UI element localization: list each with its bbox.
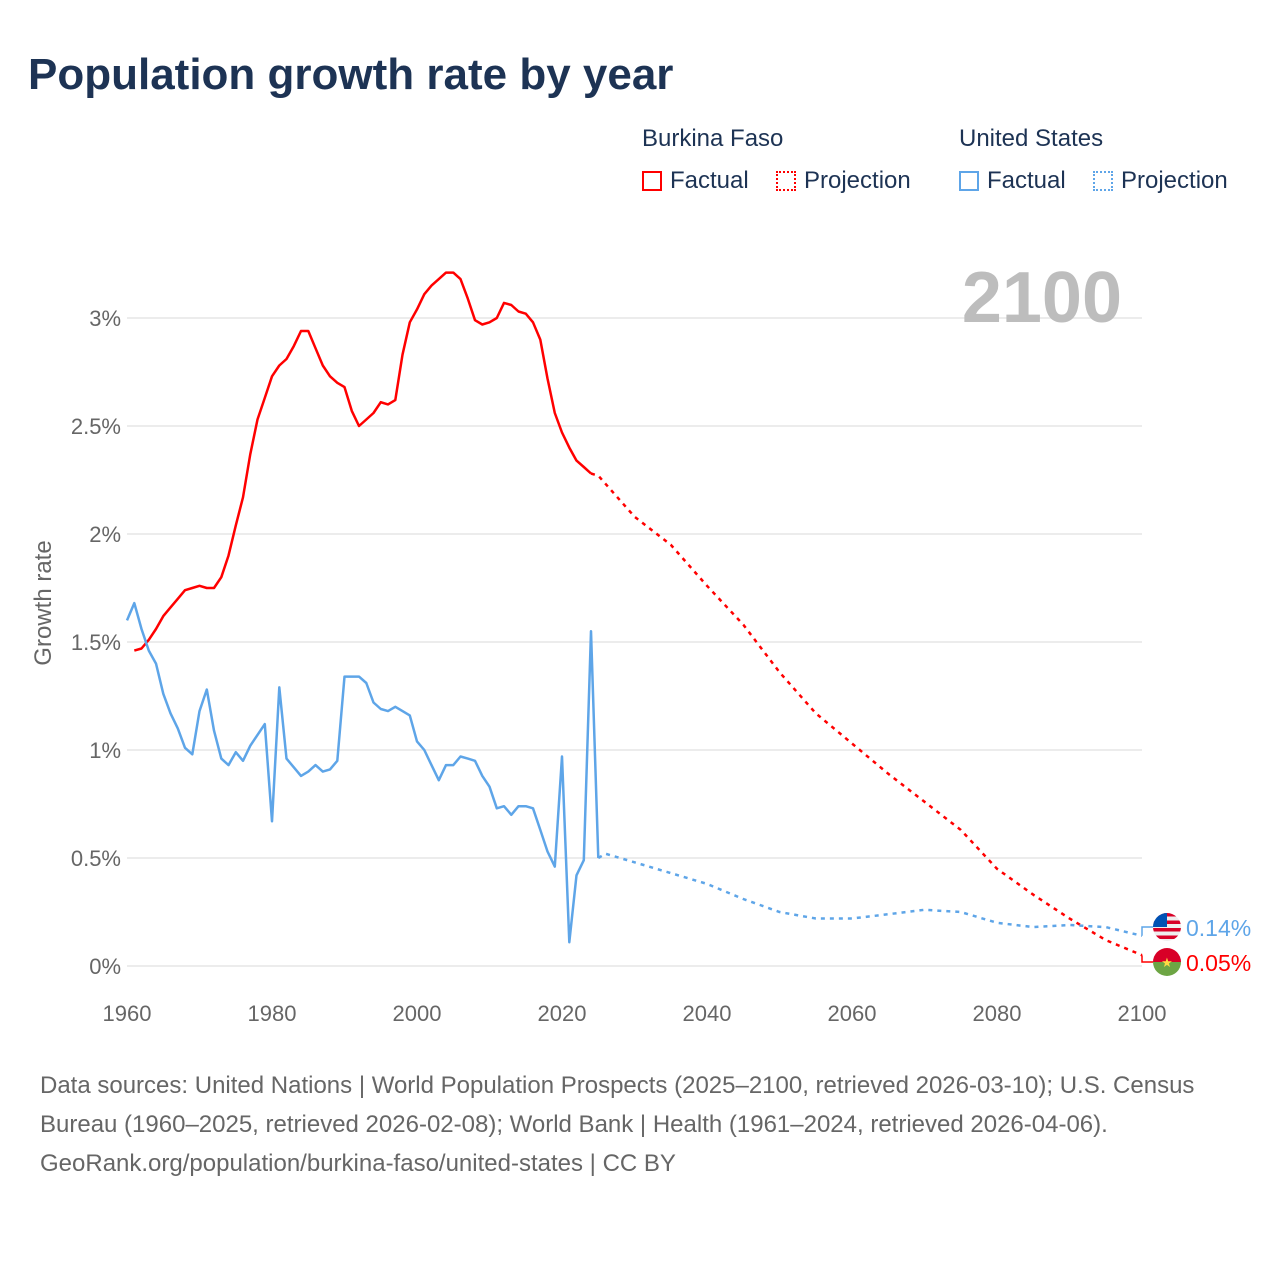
- x-tick-label: 2040: [683, 1001, 732, 1026]
- y-tick-label: 0%: [89, 954, 121, 979]
- legend-united-states-heading: United States: [959, 125, 1104, 152]
- legend-label: Projection: [804, 167, 911, 194]
- legend-united-states-projection[interactable]: Projection: [1093, 167, 1228, 195]
- legend-swatch-solid-red: [642, 171, 662, 191]
- legend-swatch-dotted-red: [776, 171, 796, 191]
- legend-swatch-solid-blue: [959, 171, 979, 191]
- flag-stripe: [1153, 935, 1181, 939]
- data-sources: Data sources: United Nations | World Pop…: [40, 1072, 1195, 1138]
- burkina-faso-factual-line: [133, 271, 592, 652]
- burkina-faso-flag-icon: ★: [1153, 948, 1181, 976]
- legend-swatch-dotted-blue: [1093, 171, 1113, 191]
- y-tick-label: 0.5%: [71, 846, 121, 871]
- flag-green: [1153, 962, 1181, 976]
- y-tick-label: 1.5%: [71, 630, 121, 655]
- x-tick-label: 2020: [538, 1001, 587, 1026]
- us-end-value: 0.14%: [1186, 915, 1251, 941]
- x-tick-label: 2080: [973, 1001, 1022, 1026]
- legend-burkina-faso-heading: Burkina Faso: [642, 125, 784, 152]
- x-tick-label: 2060: [828, 1001, 877, 1026]
- credit-link[interactable]: GeoRank.org/population/burkina-faso/unit…: [40, 1150, 676, 1177]
- legend-label: Projection: [1121, 167, 1228, 194]
- flag-star: ★: [1161, 955, 1173, 970]
- chart-title: Population growth rate by year: [28, 50, 674, 99]
- y-axis-label: Growth rate: [30, 540, 57, 665]
- y-tick-label: 2.5%: [71, 414, 121, 439]
- bf-end-value: 0.05%: [1186, 950, 1251, 976]
- footer: Data sources: United Nations | World Pop…: [40, 1066, 1240, 1183]
- bf-label-connector: [1141, 955, 1153, 963]
- flag-stripe: [1153, 928, 1181, 932]
- x-tick-label: 2100: [1118, 1001, 1167, 1026]
- us-flag-icon: [1153, 913, 1181, 941]
- united-states-projection-line: [597, 852, 1143, 938]
- flag-red: [1153, 948, 1181, 962]
- y-tick-label: 2%: [89, 522, 121, 547]
- x-tick-label: 2000: [393, 1001, 442, 1026]
- legend-burkina-faso-projection[interactable]: Projection: [776, 167, 911, 195]
- us-label-connector: [1141, 926, 1153, 936]
- year-display: 2100: [962, 258, 1122, 338]
- united-states-factual-line: [125, 601, 600, 944]
- y-tick-label: 3%: [89, 306, 121, 331]
- legend-label: Factual: [987, 167, 1066, 194]
- burkina-faso-projection-line: [590, 472, 1143, 957]
- legend-label: Factual: [670, 167, 749, 194]
- legend-burkina-faso-factual[interactable]: Factual: [642, 167, 749, 195]
- x-tick-label: 1980: [248, 1001, 297, 1026]
- flag-canton: [1153, 913, 1167, 927]
- legend-united-states-factual[interactable]: Factual: [959, 167, 1066, 195]
- y-tick-label: 1%: [89, 738, 121, 763]
- line-chart: 0% 0.5% 1% 1.5% 2% 2.5% 3% 1960 1980 2000 2020 2040…: [30, 258, 1251, 1026]
- x-tick-label: 1960: [103, 1001, 152, 1026]
